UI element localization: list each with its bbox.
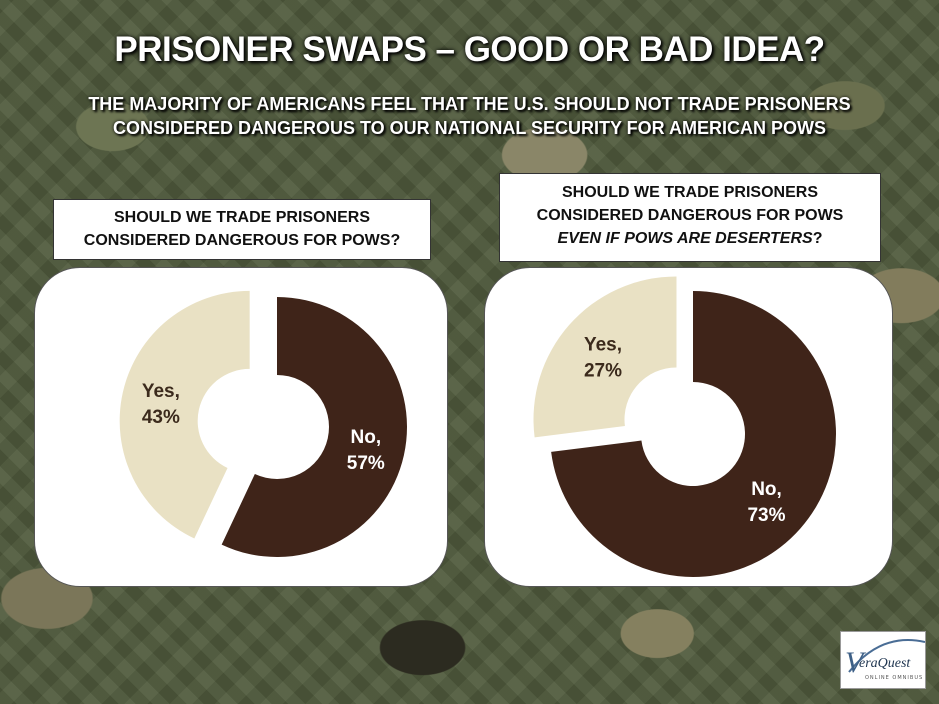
right-question-suffix: ? xyxy=(812,230,823,247)
right-question-line-1: SHOULD WE TRADE PRISONERS xyxy=(561,184,818,201)
left-question-line-1: SHOULD WE TRADE PRISONERS xyxy=(113,209,370,226)
donut-label-no-category: No, xyxy=(351,427,382,448)
donut-label-no-percent: 57% xyxy=(347,453,385,474)
left-question-box: SHOULD WE TRADE PRISONERS CONSIDERED DAN… xyxy=(53,199,431,260)
left-donut-chart: No, 57% Yes, 43% xyxy=(119,290,407,557)
logo-name: eraQuest xyxy=(859,656,911,671)
veraquest-logo: V eraQuest ONLINE OMNIBUS xyxy=(840,631,926,689)
right-donut-chart-panel: No, 73% Yes, 27% xyxy=(484,267,893,587)
right-question-line-3: EVEN IF POWS ARE DESERTERS? xyxy=(500,227,880,250)
right-question-line-2: CONSIDERED DANGEROUS FOR POWS xyxy=(536,207,844,224)
donut-label-yes-percent: 43% xyxy=(142,407,180,428)
donut-slice-no xyxy=(221,297,407,557)
donut-slice-yes xyxy=(119,290,250,539)
page-subtitle: THE MAJORITY OF AMERICANS FEEL THAT THE … xyxy=(30,92,909,140)
logo-initial: V xyxy=(845,646,864,679)
donut-slice-yes xyxy=(533,276,677,438)
donut-slice-no xyxy=(551,291,836,577)
subtitle-line-2: CONSIDERED DANGEROUS TO OUR NATIONAL SEC… xyxy=(112,118,827,138)
page-title: PRISONER SWAPS – GOOD OR BAD IDEA? xyxy=(114,30,825,69)
donut-label-yes-category: Yes, xyxy=(584,335,622,356)
logo-tagline: ONLINE OMNIBUS xyxy=(865,675,924,681)
right-question-italic: EVEN IF POWS ARE DESERTERS xyxy=(557,230,813,247)
donut-label-no-category: No, xyxy=(751,479,782,500)
donut-label-no-percent: 73% xyxy=(747,505,785,526)
left-question-line-2: CONSIDERED DANGEROUS FOR POWS? xyxy=(83,232,401,249)
logo-swoosh-icon xyxy=(848,639,925,673)
donut-label-yes-percent: 27% xyxy=(584,361,622,382)
left-donut-chart-panel: No, 57% Yes, 43% xyxy=(34,267,448,587)
right-question-box: SHOULD WE TRADE PRISONERS CONSIDERED DAN… xyxy=(499,173,881,262)
subtitle-line-1: THE MAJORITY OF AMERICANS FEEL THAT THE … xyxy=(88,94,851,114)
donut-label-yes-category: Yes, xyxy=(142,381,180,402)
right-donut-chart: No, 73% Yes, 27% xyxy=(533,276,836,577)
